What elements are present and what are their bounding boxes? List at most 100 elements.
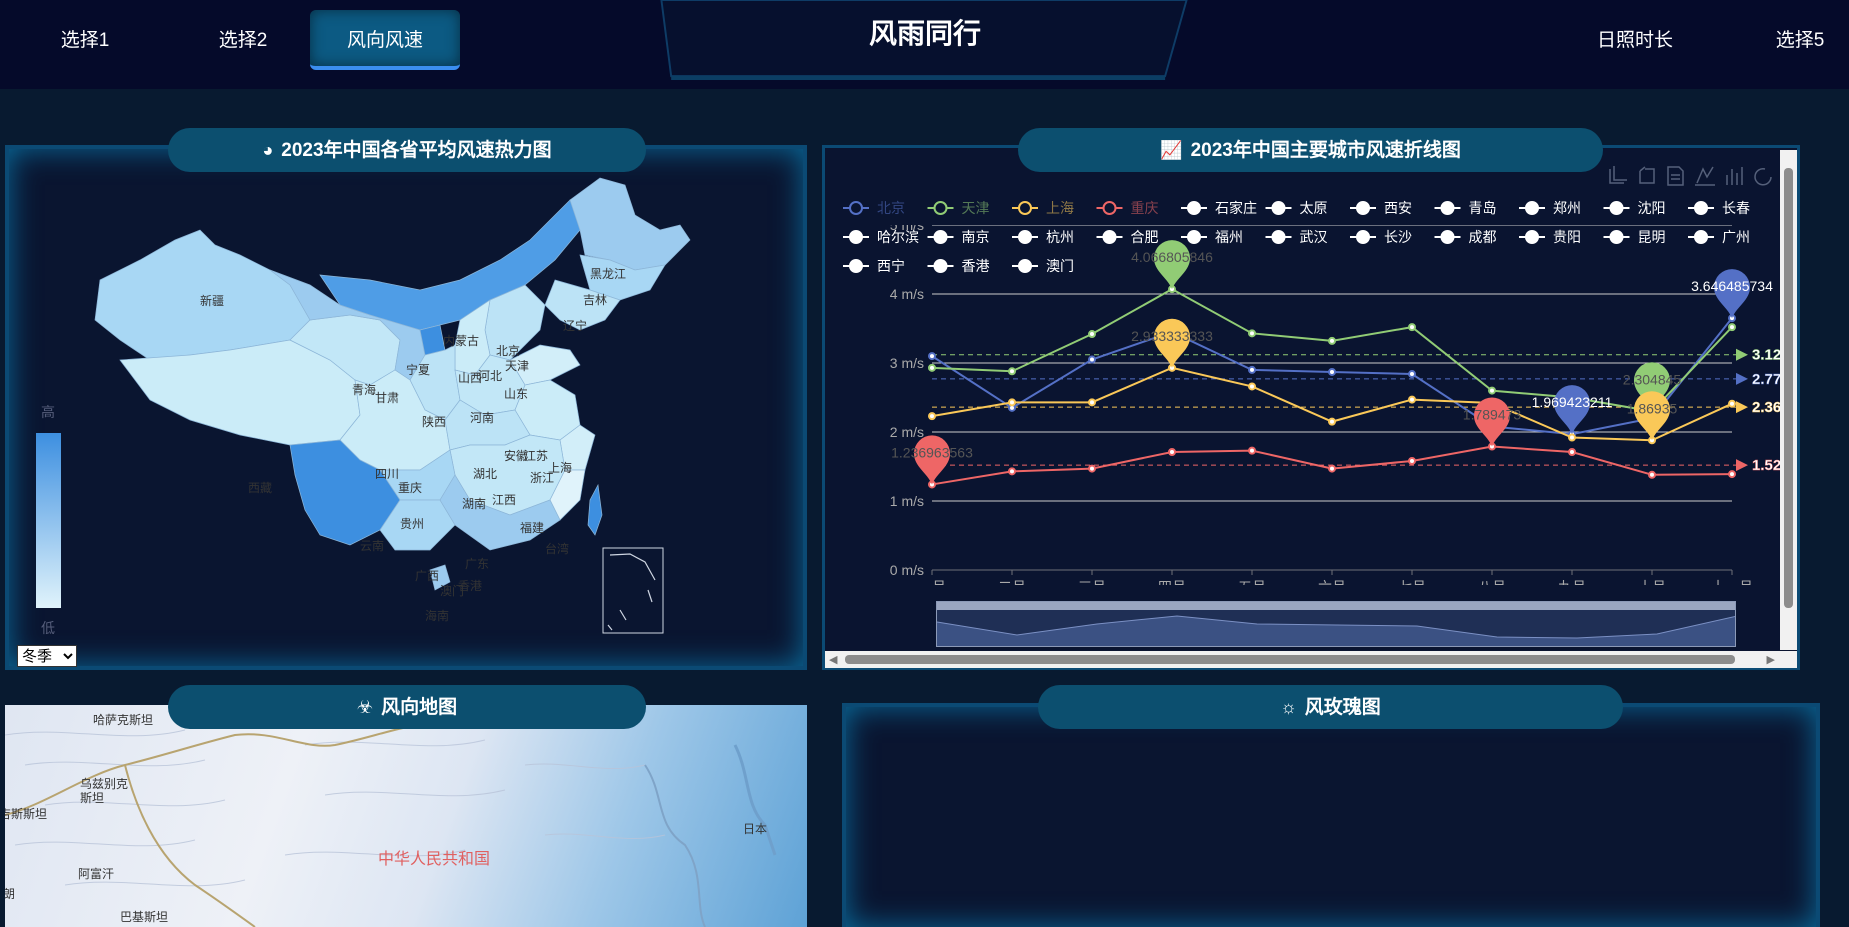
legend-item[interactable]: 长沙 xyxy=(1350,229,1412,245)
mark-point-pin[interactable]: 1.236963563 xyxy=(891,435,973,485)
zoom-reset-icon[interactable] xyxy=(1639,166,1655,184)
legend-label[interactable]: 贵阳 xyxy=(1553,229,1581,245)
legend-item[interactable]: 广州 xyxy=(1688,229,1750,245)
legend-item[interactable]: 福州 xyxy=(1181,229,1243,245)
data-point[interactable] xyxy=(1408,370,1416,379)
legend-label[interactable]: 上海 xyxy=(1046,200,1074,216)
data-zoom-handle-bar[interactable] xyxy=(937,602,1735,610)
legend-label[interactable]: 青岛 xyxy=(1469,200,1497,216)
legend-item[interactable]: 郑州 xyxy=(1519,200,1581,216)
legend-item[interactable]: 重庆 xyxy=(1096,200,1159,216)
data-point[interactable] xyxy=(1248,329,1256,338)
legend-label[interactable]: 昆明 xyxy=(1638,229,1666,245)
legend-item[interactable]: 香港 xyxy=(927,258,990,274)
mark-point-pin[interactable]: 1.86935 xyxy=(1627,391,1678,441)
restore-icon[interactable] xyxy=(1754,168,1772,186)
legend-label[interactable]: 郑州 xyxy=(1553,200,1581,216)
province-taiwan[interactable] xyxy=(587,483,603,536)
data-point[interactable] xyxy=(1408,323,1416,332)
data-point[interactable] xyxy=(1088,398,1096,407)
legend-item[interactable]: 北京 xyxy=(843,200,905,216)
nav-item-sunshine[interactable]: 日照时长 xyxy=(1596,30,1673,51)
legend-item[interactable]: 杭州 xyxy=(1012,229,1074,245)
nav-item-select2[interactable]: 选择2 xyxy=(218,30,268,51)
data-point[interactable] xyxy=(1328,336,1336,345)
legend-label[interactable]: 福州 xyxy=(1215,229,1243,245)
data-point[interactable] xyxy=(1568,433,1576,442)
legend-item[interactable]: 上海 xyxy=(1012,200,1074,216)
province-guangdong[interactable] xyxy=(439,474,561,551)
data-point[interactable] xyxy=(1568,448,1576,457)
data-point[interactable] xyxy=(1248,365,1256,374)
data-point[interactable] xyxy=(1008,467,1016,476)
legend-item[interactable]: 南京 xyxy=(927,229,990,245)
data-point[interactable] xyxy=(928,363,936,372)
series-line[interactable] xyxy=(931,288,1733,413)
legend-item[interactable]: 澳门 xyxy=(1012,258,1074,274)
legend-label[interactable]: 哈尔滨 xyxy=(877,229,919,245)
legend-label[interactable]: 杭州 xyxy=(1046,229,1074,245)
h-scroll-left-icon[interactable]: ◀ xyxy=(829,654,838,666)
line-panel-h-scrollbar[interactable]: ◀ ▶ xyxy=(825,651,1797,668)
line-type-icon[interactable] xyxy=(1695,166,1715,186)
legend-item[interactable]: 天津 xyxy=(927,200,990,216)
legend-label[interactable]: 南京 xyxy=(962,229,990,245)
legend-item[interactable]: 成都 xyxy=(1434,229,1497,245)
legend-label[interactable]: 澳门 xyxy=(1046,258,1074,274)
data-point[interactable] xyxy=(1088,355,1096,364)
zoom-icon[interactable] xyxy=(1609,166,1627,184)
data-point[interactable] xyxy=(1328,367,1336,376)
nav-item-wind[interactable]: 风向风速 xyxy=(310,10,460,70)
legend-item[interactable]: 西宁 xyxy=(843,258,905,274)
legend-label[interactable]: 合肥 xyxy=(1131,229,1159,245)
data-point[interactable] xyxy=(928,352,936,361)
data-point[interactable] xyxy=(1088,464,1096,473)
legend-label[interactable]: 石家庄 xyxy=(1215,200,1257,216)
data-point[interactable] xyxy=(1408,395,1416,404)
data-view-icon[interactable] xyxy=(1667,166,1684,186)
h-scroll-thumb[interactable] xyxy=(845,655,1735,664)
nav-item-select1[interactable]: 选择1 xyxy=(60,30,110,51)
legend-item[interactable]: 西安 xyxy=(1350,200,1412,216)
mark-point-pin[interactable]: 1.969423211 xyxy=(1532,385,1613,435)
mark-point-pin[interactable]: 2.304845 xyxy=(1623,362,1682,412)
mark-point-pin[interactable]: 3.646485734 xyxy=(1691,269,1773,319)
legend-label[interactable]: 成都 xyxy=(1469,229,1497,245)
legend-item[interactable]: 昆明 xyxy=(1603,229,1666,245)
legend-item[interactable]: 石家庄 xyxy=(1181,200,1257,216)
legend-label[interactable]: 沈阳 xyxy=(1638,200,1666,216)
legend-item[interactable]: 沈阳 xyxy=(1603,200,1666,216)
data-point[interactable] xyxy=(1728,323,1736,332)
mark-point-pin[interactable]: 4.066805846 xyxy=(1131,240,1213,290)
data-point[interactable] xyxy=(1088,330,1096,339)
legend-item[interactable]: 青岛 xyxy=(1434,200,1497,216)
legend-label[interactable]: 长春 xyxy=(1722,200,1750,216)
season-select[interactable]: 冬季 xyxy=(17,645,77,667)
data-point[interactable] xyxy=(1728,399,1736,408)
legend-label[interactable]: 太原 xyxy=(1300,200,1328,216)
legend-item[interactable]: 贵阳 xyxy=(1519,229,1581,245)
line-panel-v-scrollbar[interactable] xyxy=(1780,150,1797,650)
data-point[interactable] xyxy=(928,412,936,421)
data-point[interactable] xyxy=(1248,382,1256,391)
visual-map-bar[interactable] xyxy=(36,433,61,608)
data-zoom-slider[interactable] xyxy=(936,601,1736,647)
legend-item[interactable]: 太原 xyxy=(1265,200,1328,216)
legend-item[interactable]: 合肥 xyxy=(1096,229,1159,245)
legend-label[interactable]: 重庆 xyxy=(1131,200,1159,216)
data-point[interactable] xyxy=(1248,446,1256,455)
data-point[interactable] xyxy=(1168,448,1176,457)
h-scroll-right-icon[interactable]: ▶ xyxy=(1766,654,1775,666)
province-hainan[interactable] xyxy=(429,564,451,591)
legend-label[interactable]: 天津 xyxy=(962,200,990,216)
legend-label[interactable]: 长沙 xyxy=(1384,229,1412,245)
bar-type-icon[interactable] xyxy=(1726,167,1743,185)
data-point[interactable] xyxy=(1008,367,1016,376)
data-point[interactable] xyxy=(1008,398,1016,407)
data-point[interactable] xyxy=(1488,386,1496,395)
nav-item-select5[interactable]: 选择5 xyxy=(1775,30,1825,51)
legend-label[interactable]: 北京 xyxy=(877,200,905,216)
legend-label[interactable]: 武汉 xyxy=(1300,229,1328,245)
series-line[interactable] xyxy=(931,317,1733,436)
data-point[interactable] xyxy=(1408,456,1416,465)
